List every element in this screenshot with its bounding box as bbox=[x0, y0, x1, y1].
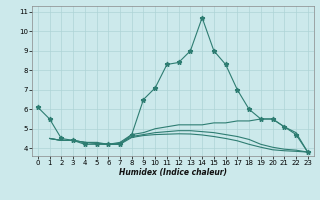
X-axis label: Humidex (Indice chaleur): Humidex (Indice chaleur) bbox=[119, 168, 227, 177]
